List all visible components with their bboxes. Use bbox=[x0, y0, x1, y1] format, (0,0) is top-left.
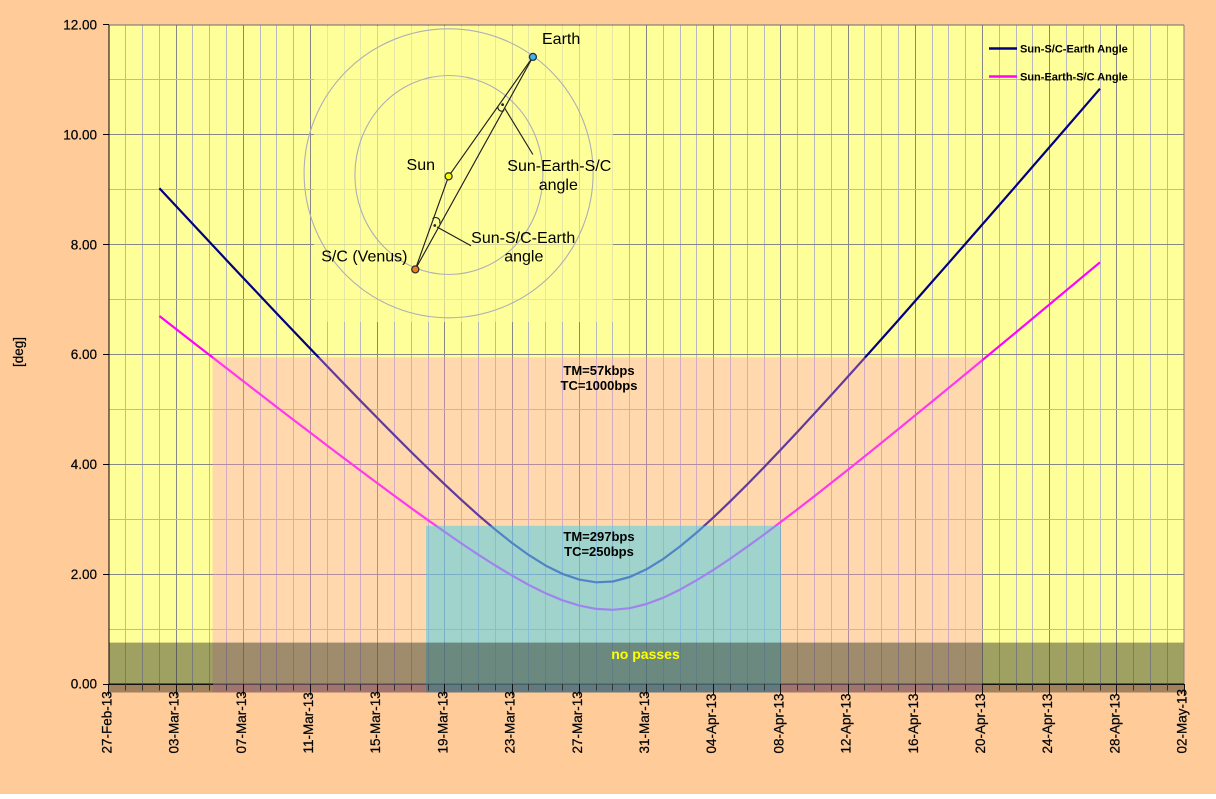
svg-text:Sun-Earth-S/C Angle: Sun-Earth-S/C Angle bbox=[1020, 72, 1128, 84]
svg-text:Earth: Earth bbox=[542, 31, 580, 48]
svg-text:04-Apr-13: 04-Apr-13 bbox=[704, 693, 719, 753]
svg-text:no passes: no passes bbox=[611, 646, 680, 662]
svg-text:27-Mar-13: 27-Mar-13 bbox=[570, 691, 585, 753]
svg-text:angle: angle bbox=[539, 177, 578, 194]
svg-text:20-Apr-13: 20-Apr-13 bbox=[973, 693, 988, 753]
svg-text:07-Mar-13: 07-Mar-13 bbox=[234, 691, 249, 753]
svg-text:11-Mar-13: 11-Mar-13 bbox=[301, 692, 316, 753]
svg-text:10.00: 10.00 bbox=[63, 127, 97, 142]
svg-text:4.00: 4.00 bbox=[71, 457, 97, 472]
svg-text:08-Apr-13: 08-Apr-13 bbox=[771, 693, 786, 753]
svg-text:12-Apr-13: 12-Apr-13 bbox=[839, 693, 854, 753]
svg-text:angle: angle bbox=[504, 249, 543, 266]
svg-text:27-Feb-13: 27-Feb-13 bbox=[100, 691, 115, 753]
svg-text:6.00: 6.00 bbox=[71, 347, 97, 362]
svg-text:23-Mar-13: 23-Mar-13 bbox=[503, 691, 518, 753]
svg-text:24-Apr-13: 24-Apr-13 bbox=[1040, 693, 1055, 753]
svg-text:TM=57kbps: TM=57kbps bbox=[563, 363, 634, 378]
svg-text:19-Mar-13: 19-Mar-13 bbox=[435, 691, 450, 753]
svg-text:Sun-Earth-S/C: Sun-Earth-S/C bbox=[507, 158, 611, 175]
svg-text:2.00: 2.00 bbox=[71, 567, 97, 582]
svg-text:[deg]: [deg] bbox=[11, 337, 26, 367]
svg-text:16-Apr-13: 16-Apr-13 bbox=[906, 693, 921, 753]
svg-text:8.00: 8.00 bbox=[71, 237, 97, 252]
svg-text:Sun-S/C-Earth Angle: Sun-S/C-Earth Angle bbox=[1020, 44, 1128, 56]
svg-text:0.00: 0.00 bbox=[71, 677, 97, 692]
svg-text:15-Mar-13: 15-Mar-13 bbox=[368, 691, 383, 753]
svg-text:31-Mar-13: 31-Mar-13 bbox=[637, 691, 652, 753]
svg-text:TM=297bps: TM=297bps bbox=[563, 529, 634, 544]
svg-text:TC=250bps: TC=250bps bbox=[564, 544, 634, 559]
svg-text:12.00: 12.00 bbox=[63, 18, 97, 33]
svg-text:Sun-S/C-Earth: Sun-S/C-Earth bbox=[471, 230, 575, 247]
svg-text:S/C (Venus): S/C (Venus) bbox=[321, 249, 407, 266]
svg-text:02-May-13: 02-May-13 bbox=[1175, 689, 1190, 754]
svg-text:Sun: Sun bbox=[407, 157, 435, 174]
svg-text:28-Apr-13: 28-Apr-13 bbox=[1107, 693, 1122, 753]
svg-text:TC=1000bps: TC=1000bps bbox=[561, 378, 638, 393]
svg-text:03-Mar-13: 03-Mar-13 bbox=[167, 691, 182, 753]
